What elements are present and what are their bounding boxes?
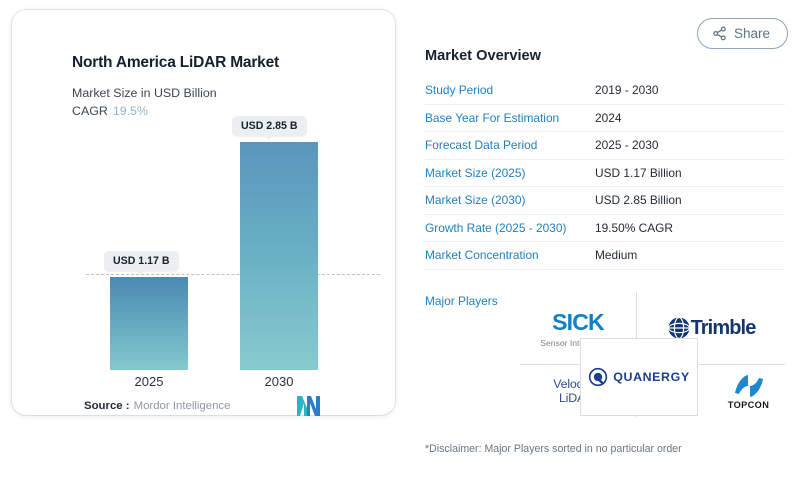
row-value: USD 1.17 Billion	[595, 165, 682, 180]
trimble-globe-icon	[667, 316, 690, 340]
table-row: Market Concentration Medium	[425, 242, 785, 270]
cagr-value: 19.5%	[112, 104, 148, 118]
bar-plot-area: USD 1.17 B USD 2.85 B	[72, 116, 380, 370]
overview-title: Market Overview	[425, 48, 542, 64]
share-nodes-icon	[713, 26, 726, 41]
x-axis-label-2025: 2025	[134, 374, 164, 389]
row-value: 2025 - 2030	[595, 138, 659, 153]
table-row: Study Period 2019 - 2030	[425, 77, 785, 105]
market-overview: Market Overview Study Period 2019 - 2030…	[425, 48, 785, 270]
row-key: Growth Rate (2025 - 2030)	[425, 220, 567, 235]
source-value: Mordor Intelligence	[133, 400, 231, 412]
cagr-label: CAGR	[72, 104, 108, 118]
player-logo-sick: SICK Sensor Intelligence.	[520, 292, 636, 364]
table-row: Forecast Data Period 2025 - 2030	[425, 132, 785, 160]
x-axis-label-2030: 2030	[264, 374, 294, 389]
bar-value-label-2030: USD 2.85 B	[232, 116, 307, 140]
row-value: USD 2.85 Billion	[595, 193, 682, 208]
share-button[interactable]: Share	[696, 18, 788, 49]
table-row: Growth Rate (2025 - 2030) 19.50% CAGR	[425, 215, 785, 242]
chart-title: North America LiDAR Market	[72, 54, 279, 71]
table-row: Market Size (2030) USD 2.85 Billion	[425, 187, 785, 215]
row-key: Base Year For Estimation	[425, 110, 560, 125]
row-value: Medium	[595, 248, 638, 263]
row-key: Market Concentration	[425, 248, 539, 263]
bar-2025[interactable]	[110, 277, 188, 370]
reference-line	[86, 274, 380, 275]
bar-2030[interactable]	[240, 142, 318, 370]
player-logo-trimble: Trimble	[637, 292, 785, 364]
major-players-grid: SICK Sensor Intelligence. Trimble Velody…	[520, 292, 785, 417]
chart-cagr: CAGR 19.5%	[72, 104, 148, 118]
chart-card: North America LiDAR Market Market Size i…	[12, 10, 395, 416]
chart-subtitle: Market Size in USD Billion	[72, 86, 217, 100]
row-key: Market Size (2025)	[425, 165, 526, 180]
topcon-wing-icon	[734, 374, 763, 397]
source-label: Source :	[84, 400, 130, 412]
row-value: 19.50% CAGR	[595, 220, 673, 235]
quanergy-wordmark: QUANERGY	[613, 370, 690, 384]
row-value: 2024	[595, 110, 622, 125]
sick-wordmark: SICK	[552, 308, 605, 335]
source-row: Source : Mordor Intelligence	[84, 400, 230, 412]
row-key: Forecast Data Period	[425, 138, 538, 153]
disclaimer-text: *Disclaimer: Major Players sorted in no …	[425, 443, 682, 455]
table-row: Market Size (2025) USD 1.17 Billion	[425, 160, 785, 187]
row-key: Market Size (2030)	[425, 193, 526, 208]
topcon-wordmark: TOPCON	[727, 399, 770, 410]
mordor-intelligence-logo-icon	[297, 396, 320, 416]
bar-value-label-2025: USD 1.17 B	[104, 251, 179, 275]
player-logo-topcon: TOPCON	[712, 365, 785, 417]
major-players-label: Major Players	[425, 294, 498, 308]
table-row: Base Year For Estimation 2024	[425, 105, 785, 132]
row-value: 2019 - 2030	[595, 83, 659, 98]
player-logo-quanergy: QUANERGY	[580, 338, 698, 416]
sick-tagline: Sensor Intelligence.	[540, 337, 616, 348]
share-button-label: Share	[733, 26, 770, 41]
trimble-wordmark: Trimble	[690, 316, 757, 339]
quanergy-mark-icon	[589, 367, 608, 387]
row-key: Study Period	[425, 83, 494, 98]
